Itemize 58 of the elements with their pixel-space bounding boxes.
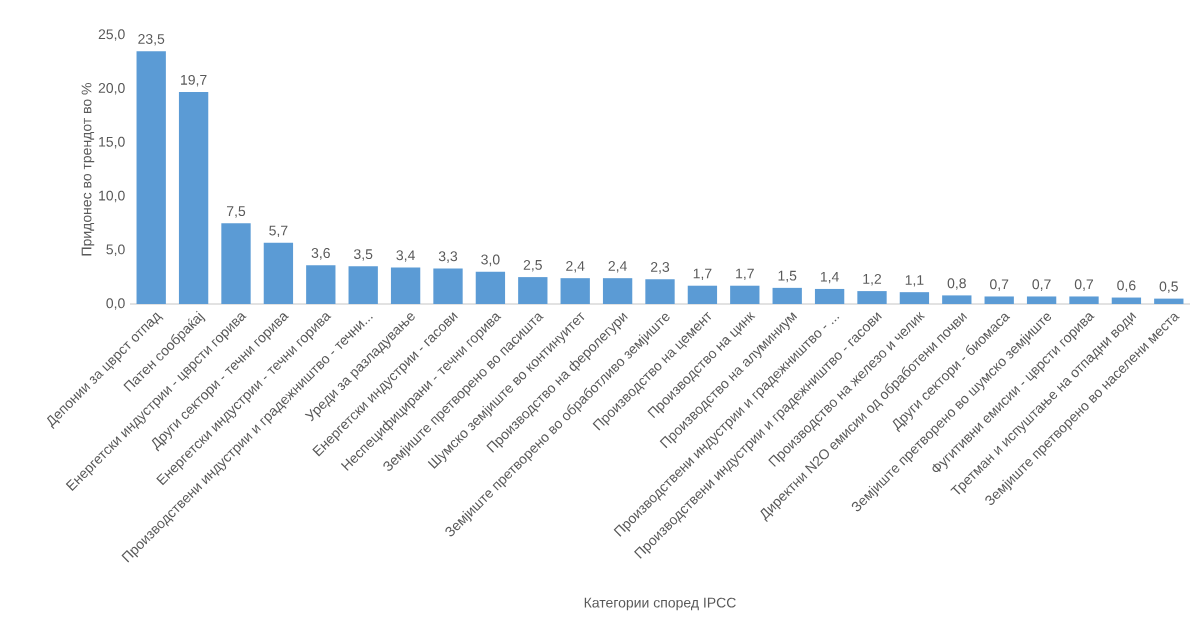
bar <box>814 288 845 304</box>
data-label: 1,7 <box>693 268 712 281</box>
bar <box>560 278 590 304</box>
y-axis-title: Придонес во трендот во % <box>81 83 95 256</box>
y-tick-label: 15,0 <box>99 136 125 149</box>
data-label: 2,3 <box>650 262 670 274</box>
bar <box>433 268 463 304</box>
bar <box>687 285 718 304</box>
y-tick-label: 20,0 <box>98 83 125 95</box>
data-label: 3,5 <box>353 249 373 261</box>
bar <box>263 242 294 304</box>
bar <box>348 266 378 304</box>
data-label: 0,5 <box>1159 281 1178 294</box>
bar <box>1026 296 1057 304</box>
data-label: 0,6 <box>1117 280 1136 292</box>
data-label: 19,7 <box>181 74 207 87</box>
y-tick-label: 10,0 <box>99 190 125 203</box>
data-label: 7,5 <box>226 206 246 218</box>
data-label: 1,2 <box>863 273 882 286</box>
bar <box>772 287 802 304</box>
y-tick-label: 0,0 <box>106 298 125 310</box>
bar <box>1154 298 1184 304</box>
bar <box>221 223 251 304</box>
data-label: 1,7 <box>736 268 754 281</box>
data-label: 0,7 <box>990 279 1009 291</box>
bar <box>178 92 209 304</box>
data-label: 2,5 <box>523 259 542 272</box>
data-label: 1,1 <box>905 275 924 287</box>
bar <box>518 277 548 304</box>
data-label: 1,5 <box>778 270 797 283</box>
bar <box>942 295 972 304</box>
bar <box>1111 297 1142 304</box>
data-label: 3,0 <box>481 254 500 267</box>
data-label: 3,6 <box>311 248 330 260</box>
data-label: 0,8 <box>947 278 966 290</box>
data-label: 3,3 <box>438 251 458 263</box>
data-label: 23,5 <box>138 33 165 46</box>
data-label: 0,7 <box>1032 279 1051 291</box>
bar <box>306 265 336 304</box>
bar <box>602 278 633 304</box>
bar <box>730 285 760 304</box>
bar <box>475 271 506 304</box>
data-label: 0,7 <box>1074 279 1094 291</box>
data-label: 1,4 <box>820 271 839 284</box>
bar <box>645 279 675 304</box>
bar <box>984 296 1014 304</box>
bar <box>1069 296 1099 304</box>
bar <box>136 51 166 304</box>
data-label: 5,7 <box>269 225 288 238</box>
x-axis-title: Категории според IPCC <box>584 597 736 611</box>
data-label: 2,4 <box>608 261 627 273</box>
bar <box>899 292 930 304</box>
data-label: 3,4 <box>396 250 415 262</box>
data-label: 2,4 <box>566 261 585 273</box>
y-tick-label: 5,0 <box>106 244 125 256</box>
bar <box>390 267 421 304</box>
y-tick-label: 25,0 <box>98 29 125 41</box>
bar <box>857 291 887 304</box>
